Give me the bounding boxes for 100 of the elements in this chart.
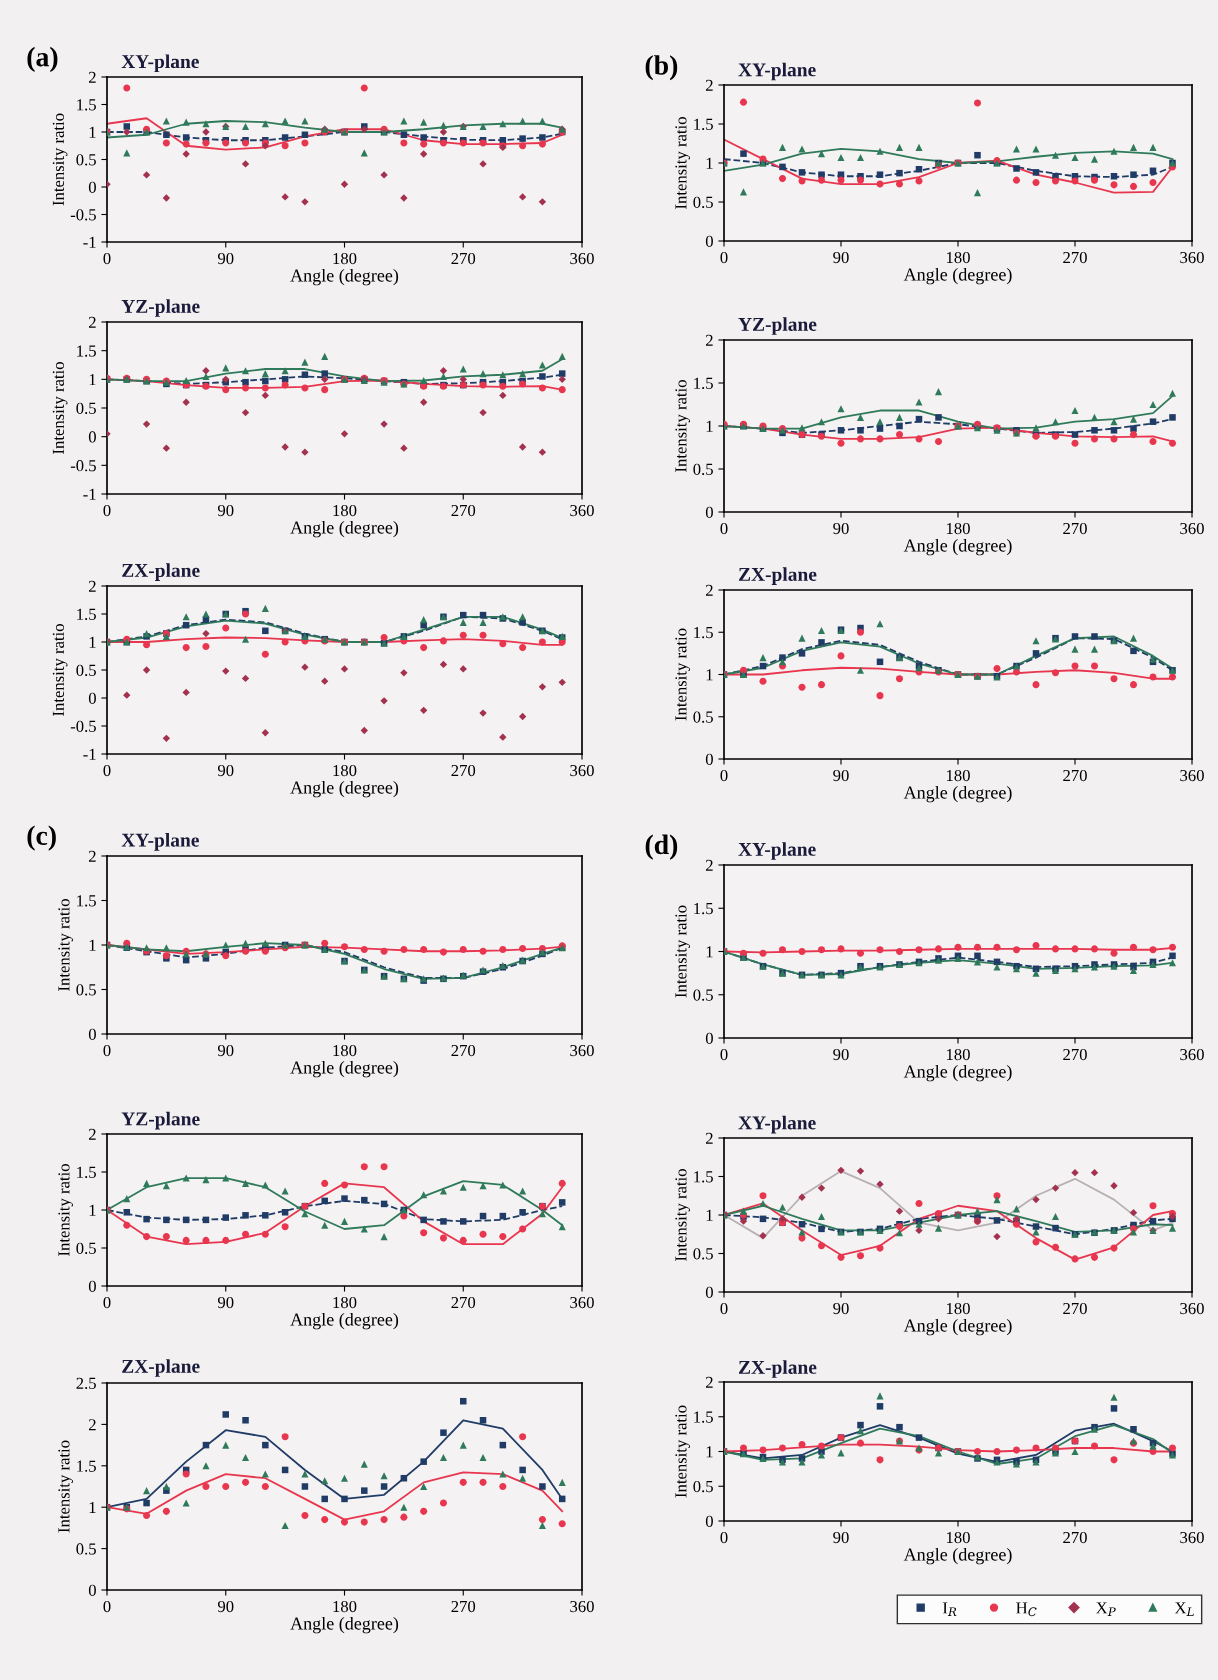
x-tick-label: 180 <box>333 252 357 265</box>
y-axis-title: Intensity ratio <box>675 628 690 721</box>
y-tick-label: 1.5 <box>694 1411 713 1423</box>
y-tick-label: 1 <box>89 1501 96 1513</box>
y-tick-label: 2.5 <box>76 1377 96 1390</box>
y-tick-label: -1 <box>83 748 96 760</box>
x-tick-label: 0 <box>103 504 111 517</box>
y-axis-title: Intensity ratio <box>58 1440 73 1533</box>
y-tick-label: 2 <box>88 71 96 83</box>
y-tick-label: 2 <box>88 1128 96 1140</box>
x-tick-label: 180 <box>333 764 357 777</box>
y-tick-label: 2 <box>705 1132 713 1144</box>
x-axis-title: Angle (degree) <box>903 1318 1012 1336</box>
x-tick-label: 270 <box>451 1296 476 1309</box>
x-tick-label: 90 <box>217 764 234 777</box>
y-tick-label: 0.5 <box>693 989 713 1001</box>
x-tick-label: 0 <box>720 1531 728 1544</box>
y-tick-label: 1 <box>89 374 96 386</box>
y-tick-label: 1.5 <box>77 895 96 907</box>
y-tick-label: 1.5 <box>694 377 713 390</box>
y-tick-label: 2 <box>88 850 96 862</box>
y-axis-title: Intensity ratio <box>675 1169 690 1261</box>
y-tick-label: 0 <box>705 1515 713 1527</box>
x-axis-title: Angle (degree) <box>290 1312 399 1330</box>
x-tick-label: 360 <box>570 1044 594 1057</box>
y-tick-label: 0.5 <box>76 984 96 996</box>
x-axis-title: Angle (degree) <box>903 538 1012 556</box>
x-tick-label: 0 <box>103 1600 111 1613</box>
y-tick-label: 0 <box>88 1584 96 1596</box>
x-tick-label: 180 <box>333 504 357 517</box>
y-tick-label: 1.5 <box>77 608 96 621</box>
y-tick-label: -0.5 <box>70 720 96 733</box>
y-tick-label: 2 <box>88 1419 96 1431</box>
y-tick-label: 0.5 <box>76 154 96 166</box>
y-tick-label: -0.5 <box>70 209 96 221</box>
y-tick-label: 1.5 <box>77 345 96 357</box>
x-tick-label: 90 <box>833 522 849 535</box>
legend-label: X$_{P}$ <box>1096 1602 1116 1616</box>
y-tick-label: 0.5 <box>76 1242 96 1255</box>
y-tick-label: 0 <box>88 1028 96 1040</box>
chart-title: YZ-plane <box>738 317 817 335</box>
x-axis-title: Angle (degree) <box>903 785 1012 803</box>
x-axis-title: Angle (degree) <box>903 1064 1012 1082</box>
chart-title: XY-plane <box>121 833 199 851</box>
y-tick-label: -0.5 <box>70 460 96 472</box>
y-axis-title: Intensity ratio <box>675 1405 690 1498</box>
y-tick-label: 1.5 <box>694 903 713 915</box>
x-tick-label: 90 <box>217 1044 234 1057</box>
x-axis-title: Angle (degree) <box>903 1547 1012 1565</box>
x-tick-label: 0 <box>720 1302 728 1315</box>
y-tick-label: -1 <box>83 236 96 248</box>
x-axis-title: Angle (degree) <box>290 1616 399 1634</box>
y-tick-label: 1.5 <box>694 118 713 131</box>
x-tick-label: 360 <box>570 252 594 265</box>
y-tick-label: 2 <box>705 79 713 91</box>
legend-label: H$_{C}$ <box>1016 1602 1037 1617</box>
chart-title: XY-plane <box>738 842 816 860</box>
x-tick-label: 360 <box>570 504 594 517</box>
x-tick-label: 90 <box>217 504 234 517</box>
text: (c) <box>27 825 56 851</box>
x-tick-label: 180 <box>946 522 970 535</box>
y-tick-label: 0 <box>705 1032 713 1044</box>
y-tick-label: 0.5 <box>693 196 713 209</box>
y-tick-label: 1 <box>89 1204 96 1216</box>
y-tick-label: 2 <box>705 1376 713 1388</box>
y-tick-label: 0.5 <box>76 402 96 415</box>
x-tick-label: 90 <box>833 1531 849 1544</box>
y-tick-label: 0.5 <box>693 711 713 723</box>
y-tick-label: 1 <box>706 157 713 169</box>
x-tick-label: 0 <box>720 769 728 782</box>
x-tick-label: 180 <box>333 1600 357 1613</box>
x-axis-title: Angle (degree) <box>290 268 399 286</box>
y-tick-label: 1.5 <box>77 1166 96 1179</box>
y-axis-title: Intensity ratio <box>675 905 690 998</box>
y-tick-label: 1 <box>89 939 96 951</box>
legend-label: X$_{L}$ <box>1174 1602 1194 1616</box>
text: (b) <box>645 55 678 81</box>
y-axis-title: Intensity ratio <box>675 117 690 209</box>
y-tick-label: 0 <box>88 431 96 443</box>
x-tick-label: 0 <box>720 522 728 535</box>
x-axis-title: Angle (degree) <box>290 1060 399 1078</box>
x-tick-label: 270 <box>1063 1531 1087 1544</box>
y-tick-label: 0 <box>705 753 713 765</box>
x-tick-label: 180 <box>333 1296 357 1309</box>
x-tick-label: 90 <box>217 252 234 265</box>
y-tick-label: 1 <box>706 1209 713 1221</box>
x-tick-label: 90 <box>833 1302 849 1315</box>
y-axis-title: Intensity ratio <box>52 362 68 454</box>
y-tick-label: 1.5 <box>77 99 96 111</box>
y-tick-label: 0 <box>705 235 713 247</box>
x-tick-label: 360 <box>570 1296 594 1309</box>
chart-title: XY-plane <box>738 62 816 81</box>
y-tick-label: 0.5 <box>693 1248 713 1260</box>
y-tick-label: -1 <box>83 488 96 500</box>
x-tick-label: 0 <box>103 252 111 265</box>
y-tick-label: 2 <box>88 580 96 592</box>
y-axis-title: Intensity ratio <box>58 1164 73 1256</box>
chart-title: XY-plane <box>738 1115 816 1134</box>
x-tick-label: 360 <box>570 764 594 777</box>
x-tick-label: 180 <box>946 251 970 264</box>
